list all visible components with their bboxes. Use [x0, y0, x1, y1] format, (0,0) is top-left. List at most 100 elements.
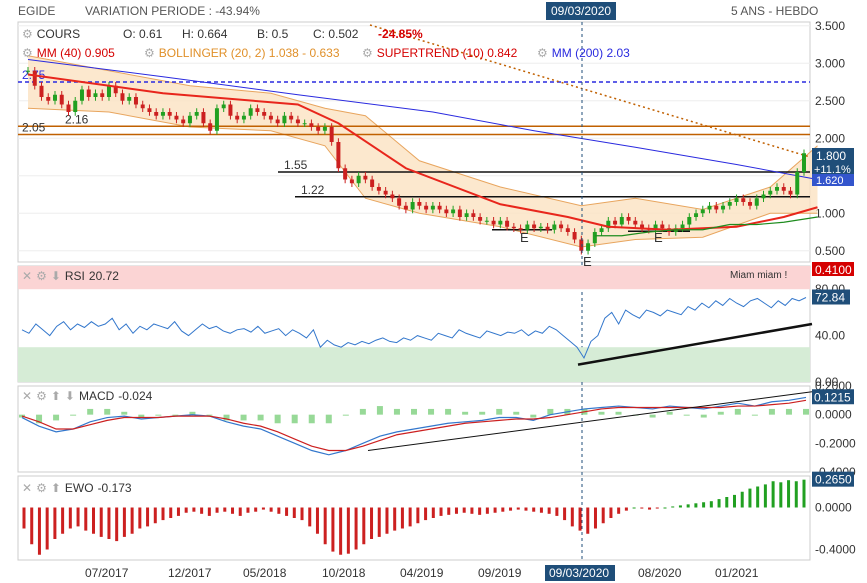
close-icon[interactable]: ✕	[22, 269, 33, 283]
candle-body	[221, 104, 226, 109]
ewo-bar	[215, 507, 219, 513]
candle-body	[619, 217, 624, 225]
gear-icon[interactable]: ⚙	[36, 481, 47, 495]
macd-histogram-bar	[155, 414, 162, 416]
ewo-bar	[37, 507, 41, 555]
legend-supertrend[interactable]: ⚙ SUPERTREND (10) 0.842	[362, 46, 517, 60]
level-label: 1.55	[284, 158, 308, 172]
ewo-bar	[315, 507, 319, 534]
price-tag-change: +11.1%	[814, 164, 851, 176]
period-label[interactable]: 5 ANS - HEBDO	[731, 4, 819, 18]
candle-body	[410, 202, 415, 210]
date-flag-top: 09/03/2020	[546, 2, 617, 20]
ewo-bar	[292, 507, 296, 518]
macd-histogram-bar	[36, 414, 43, 424]
ewo-bar	[138, 507, 142, 529]
ewo-bar	[732, 494, 736, 508]
macd-histogram-bar	[223, 414, 230, 421]
candle-body	[727, 202, 732, 206]
x-tick-label: 05/2018	[243, 566, 287, 580]
ewo-bar	[269, 507, 273, 512]
legend-rsi[interactable]: ✕ ⚙ ⬇ RSI 20.72	[22, 269, 119, 283]
ewo-bar	[454, 507, 458, 514]
candle-body	[403, 205, 408, 210]
ohlc-o: O: 0.61	[123, 27, 163, 41]
ewo-bar	[331, 507, 335, 552]
ewo-bar	[578, 507, 582, 531]
candle-body	[464, 213, 469, 217]
candle-body	[653, 224, 658, 230]
candle-body	[552, 224, 557, 230]
candle-body	[802, 153, 806, 172]
legend-mm200[interactable]: ⚙ MM (200) 2.03	[537, 46, 630, 60]
legend-bollinger[interactable]: ⚙ BOLLINGER (20, 2) 1.038 - 0.633	[144, 46, 340, 60]
candle-body	[268, 115, 273, 120]
price-tick-label: 1.000	[815, 206, 845, 220]
candle-body	[309, 123, 314, 127]
arrow-down-icon[interactable]: ⬇	[64, 389, 75, 403]
arrow-down-icon[interactable]: ⬇	[50, 269, 61, 283]
candle-body	[484, 220, 489, 222]
ewo-bar	[231, 507, 235, 514]
ewo-bar	[238, 507, 242, 516]
price-tag-low: 0.4100	[815, 263, 852, 277]
x-tick-label: 09/2019	[478, 566, 522, 580]
candle-body	[208, 123, 213, 131]
candle-body	[768, 190, 773, 195]
ewo-bar	[400, 507, 404, 529]
gear-icon[interactable]: ⚙	[537, 46, 548, 60]
ewo-bar	[176, 507, 180, 516]
ewo-bar	[223, 507, 227, 512]
ewo-bar	[323, 507, 327, 545]
legend-cours[interactable]: ⚙ COURS	[22, 27, 80, 41]
mm200-line	[27, 59, 818, 180]
ewo-bar	[447, 507, 451, 515]
close-icon[interactable]: ✕	[22, 481, 33, 495]
macd-histogram-bar	[683, 414, 690, 416]
gear-icon[interactable]: ⚙	[36, 269, 47, 283]
gear-icon[interactable]: ⚙	[144, 46, 155, 60]
ewo-bar	[346, 507, 350, 554]
arrow-up-icon[interactable]: ⬆	[50, 481, 61, 495]
candle-body	[545, 226, 550, 230]
rsi-oversold-zone	[18, 347, 810, 382]
arrow-up-icon[interactable]: ⬆	[50, 389, 61, 403]
ewo-bar	[694, 503, 698, 508]
gear-icon[interactable]: ⚙	[22, 27, 33, 41]
candle-body	[734, 198, 739, 202]
price-tick-label: 0.500	[815, 244, 845, 258]
candle-body	[59, 94, 64, 105]
gear-icon[interactable]: ⚙	[36, 389, 47, 403]
gear-icon[interactable]: ⚙	[362, 46, 373, 60]
candle-body	[660, 224, 665, 229]
ewo-bar	[563, 507, 567, 521]
ewo-bar	[648, 507, 652, 510]
macd-histogram-bar	[342, 414, 349, 416]
rsi-label: RSI	[64, 269, 85, 283]
candle-body	[289, 115, 294, 120]
candle-body	[748, 202, 753, 206]
gear-icon[interactable]: ⚙	[22, 46, 33, 60]
ewo-bar	[485, 507, 489, 514]
ewo-tag: 0.2650	[815, 473, 852, 487]
ewo-bar	[686, 504, 690, 508]
ewo-bar	[146, 507, 150, 527]
macd-histogram-bar	[700, 414, 707, 418]
price-panel	[17, 21, 811, 263]
close-icon[interactable]: ✕	[22, 389, 33, 403]
legend-ewo[interactable]: ✕ ⚙ ⬆ EWO -0.173	[22, 481, 132, 495]
ewo-bar	[30, 507, 34, 545]
candle-body	[437, 205, 442, 210]
candle-body	[140, 104, 145, 109]
ewo-bar	[61, 507, 65, 534]
candle-body	[39, 85, 44, 97]
candle-body	[700, 209, 705, 214]
legend-mm40[interactable]: ⚙ MM (40) 0.905	[22, 46, 115, 60]
rsi-overbought-zone	[18, 266, 810, 290]
rsi-tag: 72.84	[815, 291, 845, 305]
macd-histogram-bar	[751, 414, 758, 416]
macd-histogram-bar	[172, 414, 179, 416]
legend-macd[interactable]: ✕ ⚙ ⬆ ⬇ MACD -0.024	[22, 389, 152, 403]
candle-body	[316, 127, 321, 131]
